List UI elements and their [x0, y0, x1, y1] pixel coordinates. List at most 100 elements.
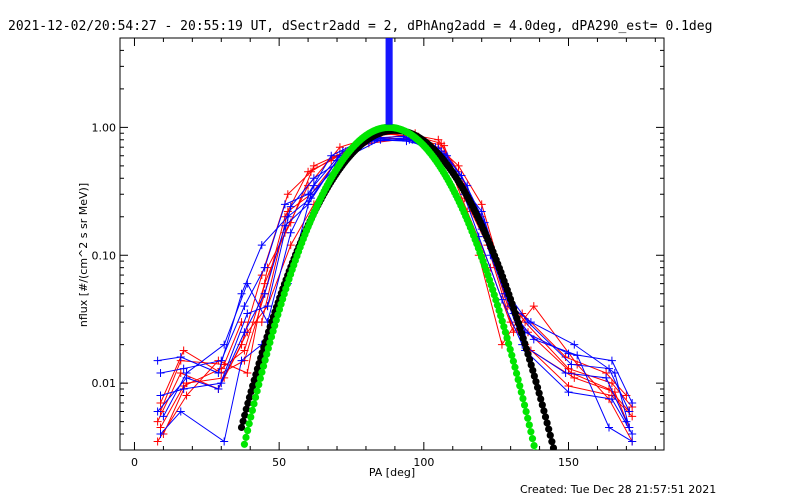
red-plus-marker — [156, 398, 165, 407]
red-plus-marker — [153, 437, 162, 446]
green-fit-dot — [244, 426, 252, 435]
green-fit-dot — [511, 363, 519, 371]
x-tick-label: 0 — [131, 456, 138, 469]
blue-plus-marker — [243, 279, 252, 288]
blue-plus-marker — [306, 190, 315, 199]
green-fit-dot — [245, 420, 253, 428]
green-fit-dot — [253, 387, 261, 395]
black-fit-dot — [538, 401, 546, 409]
y-tick-label: 1.00 — [92, 121, 117, 134]
blue-plus-marker — [628, 398, 637, 407]
blue-plus-marker — [607, 356, 616, 365]
green-fit-dot — [498, 317, 506, 325]
red-series-line — [157, 133, 630, 422]
blue-plus-marker — [564, 349, 573, 358]
blue-series — [156, 133, 634, 446]
y-axis: 0.01 0.10 1.00 — [92, 37, 664, 451]
blue-plus-marker — [610, 369, 619, 378]
red-plus-marker — [529, 302, 538, 311]
blue-plus-marker — [257, 241, 266, 250]
x-axis: 0 50 100 150 — [131, 38, 656, 469]
blue-plus-marker — [280, 221, 289, 230]
green-fit-dot — [261, 356, 269, 364]
blue-plus-marker — [220, 437, 229, 446]
blue-plus-marker — [327, 151, 336, 160]
red-plus-marker — [454, 161, 463, 170]
blue-plus-marker — [159, 412, 168, 421]
green-fit-dot — [240, 440, 249, 448]
blue-series-line — [160, 139, 633, 435]
blue-plus-marker — [243, 309, 252, 318]
blue-plus-marker — [280, 200, 289, 209]
black-fit-dot — [545, 425, 553, 433]
blue-series-line — [162, 137, 627, 422]
blue-plus-marker — [153, 407, 162, 416]
red-plus-marker — [179, 346, 188, 355]
blue-plus-marker — [240, 302, 249, 311]
green-fit-dot — [269, 327, 277, 335]
x-tick-label: 100 — [413, 456, 434, 469]
black-fit-dot — [543, 419, 551, 427]
green-fit-dot — [516, 382, 524, 390]
green-fit-dot — [256, 374, 264, 383]
plot-content — [153, 38, 637, 450]
black-fit-dot — [249, 382, 257, 390]
black-fit-dot — [527, 361, 535, 369]
red-plus-marker — [283, 190, 292, 199]
black-fit-dot — [535, 389, 543, 397]
black-fit-dot — [532, 378, 540, 386]
green-fit-dot — [533, 449, 539, 450]
green-fit-dot — [505, 340, 513, 348]
green-fit-dot — [247, 413, 255, 421]
blue-plus-marker — [260, 289, 269, 298]
green-fit-dot — [524, 414, 532, 422]
green-fit-dot — [258, 368, 266, 376]
y-tick-label: 0.10 — [92, 249, 117, 262]
green-fit-dot — [497, 312, 505, 320]
green-fit-dot — [250, 400, 258, 408]
red-plus-marker — [497, 340, 506, 349]
red-series — [153, 130, 634, 426]
black-fit-dot — [537, 395, 545, 403]
black-fit-dot — [525, 355, 534, 364]
red-series — [159, 129, 631, 439]
green-fit-dot — [501, 328, 510, 336]
blue-plus-marker — [176, 407, 185, 416]
black-fit-dot — [546, 431, 554, 439]
green-fit-dot — [520, 401, 529, 409]
black-fit-dot — [241, 411, 249, 419]
green-fit-dot — [514, 375, 522, 384]
chart-title: 2021-12-02/20:54:27 - 20:55:19 UT, dSect… — [8, 19, 712, 34]
blue-plus-marker — [214, 369, 223, 378]
blue-plus-marker — [529, 335, 538, 344]
black-fit-dot — [239, 417, 247, 425]
blue-plus-marker — [263, 302, 272, 311]
black-fit-dot — [529, 366, 537, 375]
green-fit-dot — [259, 362, 268, 370]
green-fit-dot — [503, 334, 511, 342]
red-series — [156, 132, 637, 432]
blue-plus-marker — [628, 430, 637, 439]
black-fit-dot — [247, 387, 255, 396]
red-plus-marker — [477, 200, 486, 209]
blue-plus-marker — [260, 263, 269, 272]
green-fit-dot — [522, 408, 530, 416]
green-fit-dot — [528, 435, 537, 443]
red-series-line — [157, 132, 633, 442]
red-plus-marker — [286, 241, 295, 250]
green-fit-dot — [248, 406, 256, 415]
blue-series — [156, 132, 637, 407]
vertical-marker — [385, 38, 393, 125]
blue-series — [156, 135, 637, 439]
red-plus-marker — [570, 373, 579, 382]
blue-plus-marker — [286, 202, 295, 211]
blue-plus-marker — [156, 430, 165, 439]
x-tick-label: 150 — [558, 456, 579, 469]
blue-plus-marker — [240, 328, 249, 337]
plot-area — [153, 38, 637, 450]
red-series-line — [162, 132, 627, 435]
blue-plus-marker — [526, 318, 535, 327]
blue-plus-marker — [605, 423, 614, 432]
blue-series-line — [160, 137, 630, 443]
